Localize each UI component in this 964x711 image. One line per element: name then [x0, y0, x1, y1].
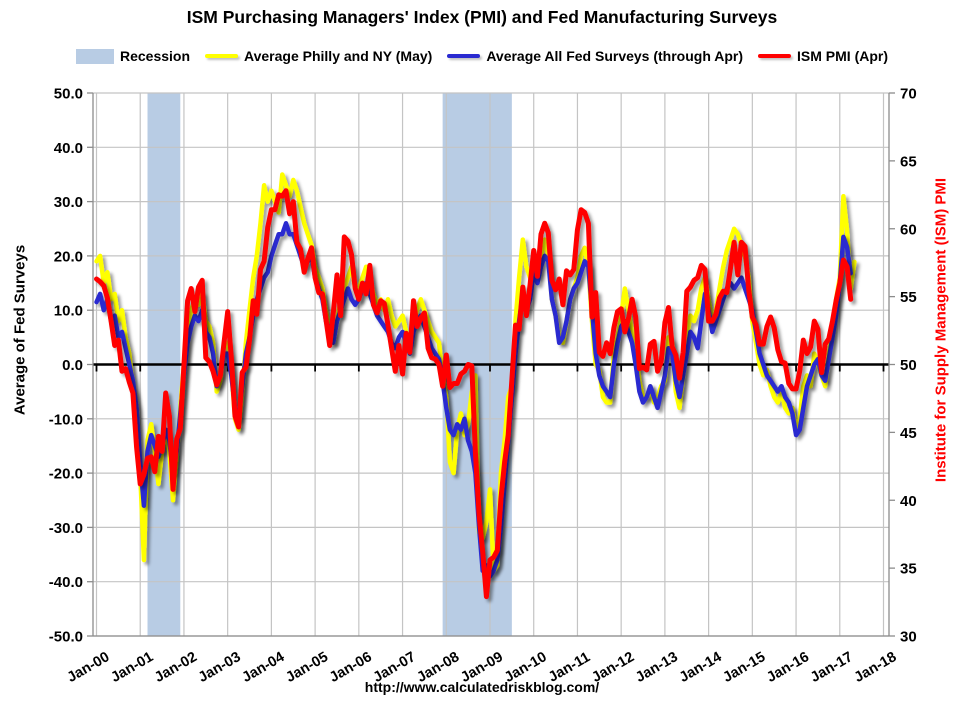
- legend-item-ism-pmi: ISM PMI (Apr): [758, 48, 888, 64]
- chart-legend: Recession Average Philly and NY (May) Av…: [0, 48, 964, 64]
- series-line-2: [94, 188, 854, 600]
- legend-item-philly-ny: Average Philly and NY (May): [205, 48, 432, 64]
- philly-ny-line-swatch: [205, 53, 239, 59]
- left-axis-tick-label: -50.0: [49, 629, 83, 646]
- right-axis-tick-label: 50: [900, 357, 917, 374]
- chart-title: ISM Purchasing Managers' Index (PMI) and…: [186, 7, 778, 27]
- legend-label-all-fed: Average All Fed Surveys (through Apr): [486, 48, 744, 64]
- right-axis-tick-label: 30: [900, 629, 917, 646]
- legend-item-all-fed: Average All Fed Surveys (through Apr): [447, 48, 743, 64]
- left-axis-tick-label: -20.0: [49, 466, 83, 483]
- right-axis-tick-label: 40: [900, 493, 917, 510]
- right-axis-tick-label: 45: [900, 425, 917, 442]
- legend-label-philly-ny: Average Philly and NY (May): [244, 48, 433, 64]
- right-axis-tick-label: 65: [900, 153, 917, 170]
- left-axis-tick-label: 10.0: [54, 303, 83, 320]
- all-fed-line-swatch: [447, 53, 481, 59]
- legend-label-recession: Recession: [119, 48, 191, 64]
- left-axis-tick-label: 0.0: [62, 357, 83, 374]
- right-axis-tick-label: 60: [900, 221, 917, 238]
- left-axis-tick-label: -30.0: [49, 520, 83, 537]
- recession-swatch: [75, 48, 114, 64]
- legend-label-ism-pmi: ISM PMI (Apr): [797, 48, 889, 64]
- ism-pmi-line-swatch: [758, 53, 792, 59]
- right-axis-tick-label: 70: [900, 86, 917, 103]
- source-url: http://www.calculatedriskblog.com/: [364, 679, 600, 695]
- legend-item-recession: Recession: [75, 48, 191, 64]
- left-axis-tick-label: 50.0: [54, 86, 83, 103]
- left-axis-tick-label: -10.0: [49, 411, 83, 428]
- right-axis-tick-label: 55: [900, 289, 917, 306]
- left-axis-tick-label: 40.0: [54, 140, 83, 157]
- left-axis-tick-label: -40.0: [49, 574, 83, 591]
- left-axis-tick-label: 30.0: [54, 194, 83, 211]
- left-axis-tick-label: 20.0: [54, 248, 83, 265]
- right-axis-tick-label: 35: [900, 561, 917, 578]
